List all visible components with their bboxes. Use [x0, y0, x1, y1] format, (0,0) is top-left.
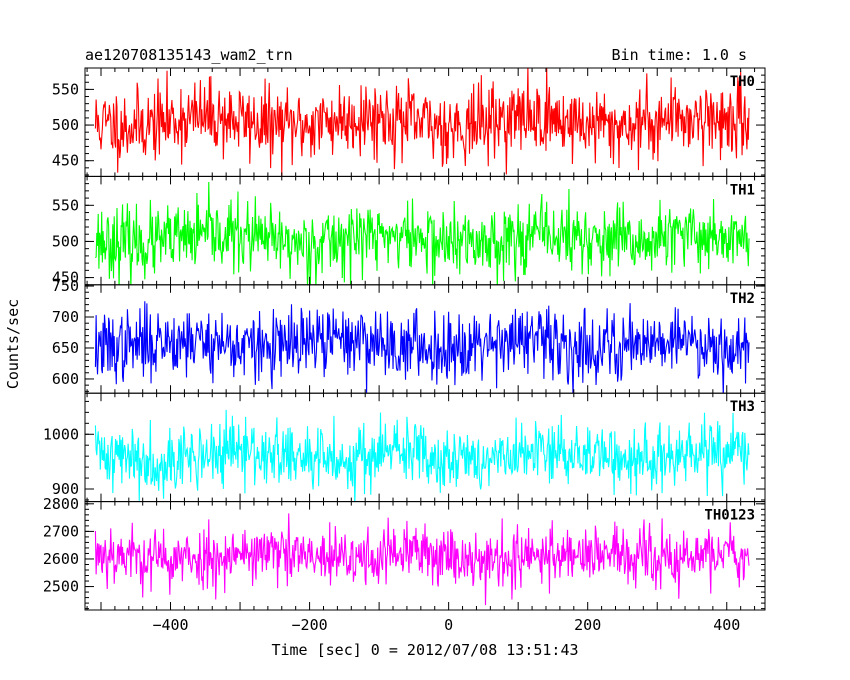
panel-label-th0: TH0 — [730, 74, 755, 90]
y-tick-label: 500 — [52, 116, 79, 134]
series-line-th1 — [95, 182, 750, 285]
y-tick-label: 2600 — [43, 550, 79, 568]
y-tick-label: 550 — [52, 196, 79, 214]
panel-label-th0123: TH0123 — [704, 508, 755, 524]
x-tick-label: −400 — [152, 616, 188, 634]
x-tick-label: 200 — [574, 616, 601, 634]
y-tick-label: 650 — [52, 339, 79, 357]
panel-th2: 600 650 700 750 TH2 — [52, 277, 766, 394]
panel-label-th1: TH1 — [730, 182, 755, 198]
y-tick-label: 900 — [52, 480, 79, 498]
x-axis-title: Time [sec] 0 = 2012/07/08 13:51:43 — [271, 641, 578, 659]
y-tick-label: 550 — [52, 80, 79, 98]
y-tick-label: 750 — [52, 277, 79, 295]
y-tick-label: 450 — [52, 269, 79, 287]
panels-group: 450 500 550 TH0 450 500 550 TH1 600 650 700 750 TH2 9… — [43, 67, 766, 634]
bin-time-label: Bin time: 1.0 s — [612, 46, 747, 64]
panel-frame — [84, 501, 766, 611]
y-tick-label: 450 — [52, 152, 79, 170]
y-tick-label: 2500 — [43, 578, 79, 596]
panel-label-th2: TH2 — [730, 291, 755, 307]
y-axis-title: Counts/sec — [4, 299, 22, 389]
series-line-th3 — [94, 409, 750, 502]
y-tick-label: 2800 — [43, 495, 79, 513]
x-tick-label: 400 — [713, 616, 740, 634]
panel-th3: 900 1000 TH3 — [43, 392, 766, 503]
chart-title: ae120708135143_wam2_trn — [85, 46, 293, 64]
series-line-th0123 — [94, 513, 750, 606]
panel-label-th3: TH3 — [730, 399, 755, 415]
panel-th0123: 2500 2600 2700 2800 TH0123 — [43, 495, 766, 611]
y-tick-label: 1000 — [43, 425, 79, 443]
x-tick-label: −200 — [292, 616, 328, 634]
series-line-th0 — [94, 68, 750, 177]
x-tick-label: 0 — [444, 616, 453, 634]
series-line-th2 — [94, 301, 750, 394]
y-tick-label: 700 — [52, 308, 79, 326]
panel-th1: 450 500 550 TH1 — [52, 175, 766, 287]
panel-th0: 450 500 550 TH0 — [52, 67, 766, 177]
y-tick-label: 500 — [52, 232, 79, 250]
y-tick-label: 600 — [52, 370, 79, 388]
y-tick-label: 2700 — [43, 522, 79, 540]
